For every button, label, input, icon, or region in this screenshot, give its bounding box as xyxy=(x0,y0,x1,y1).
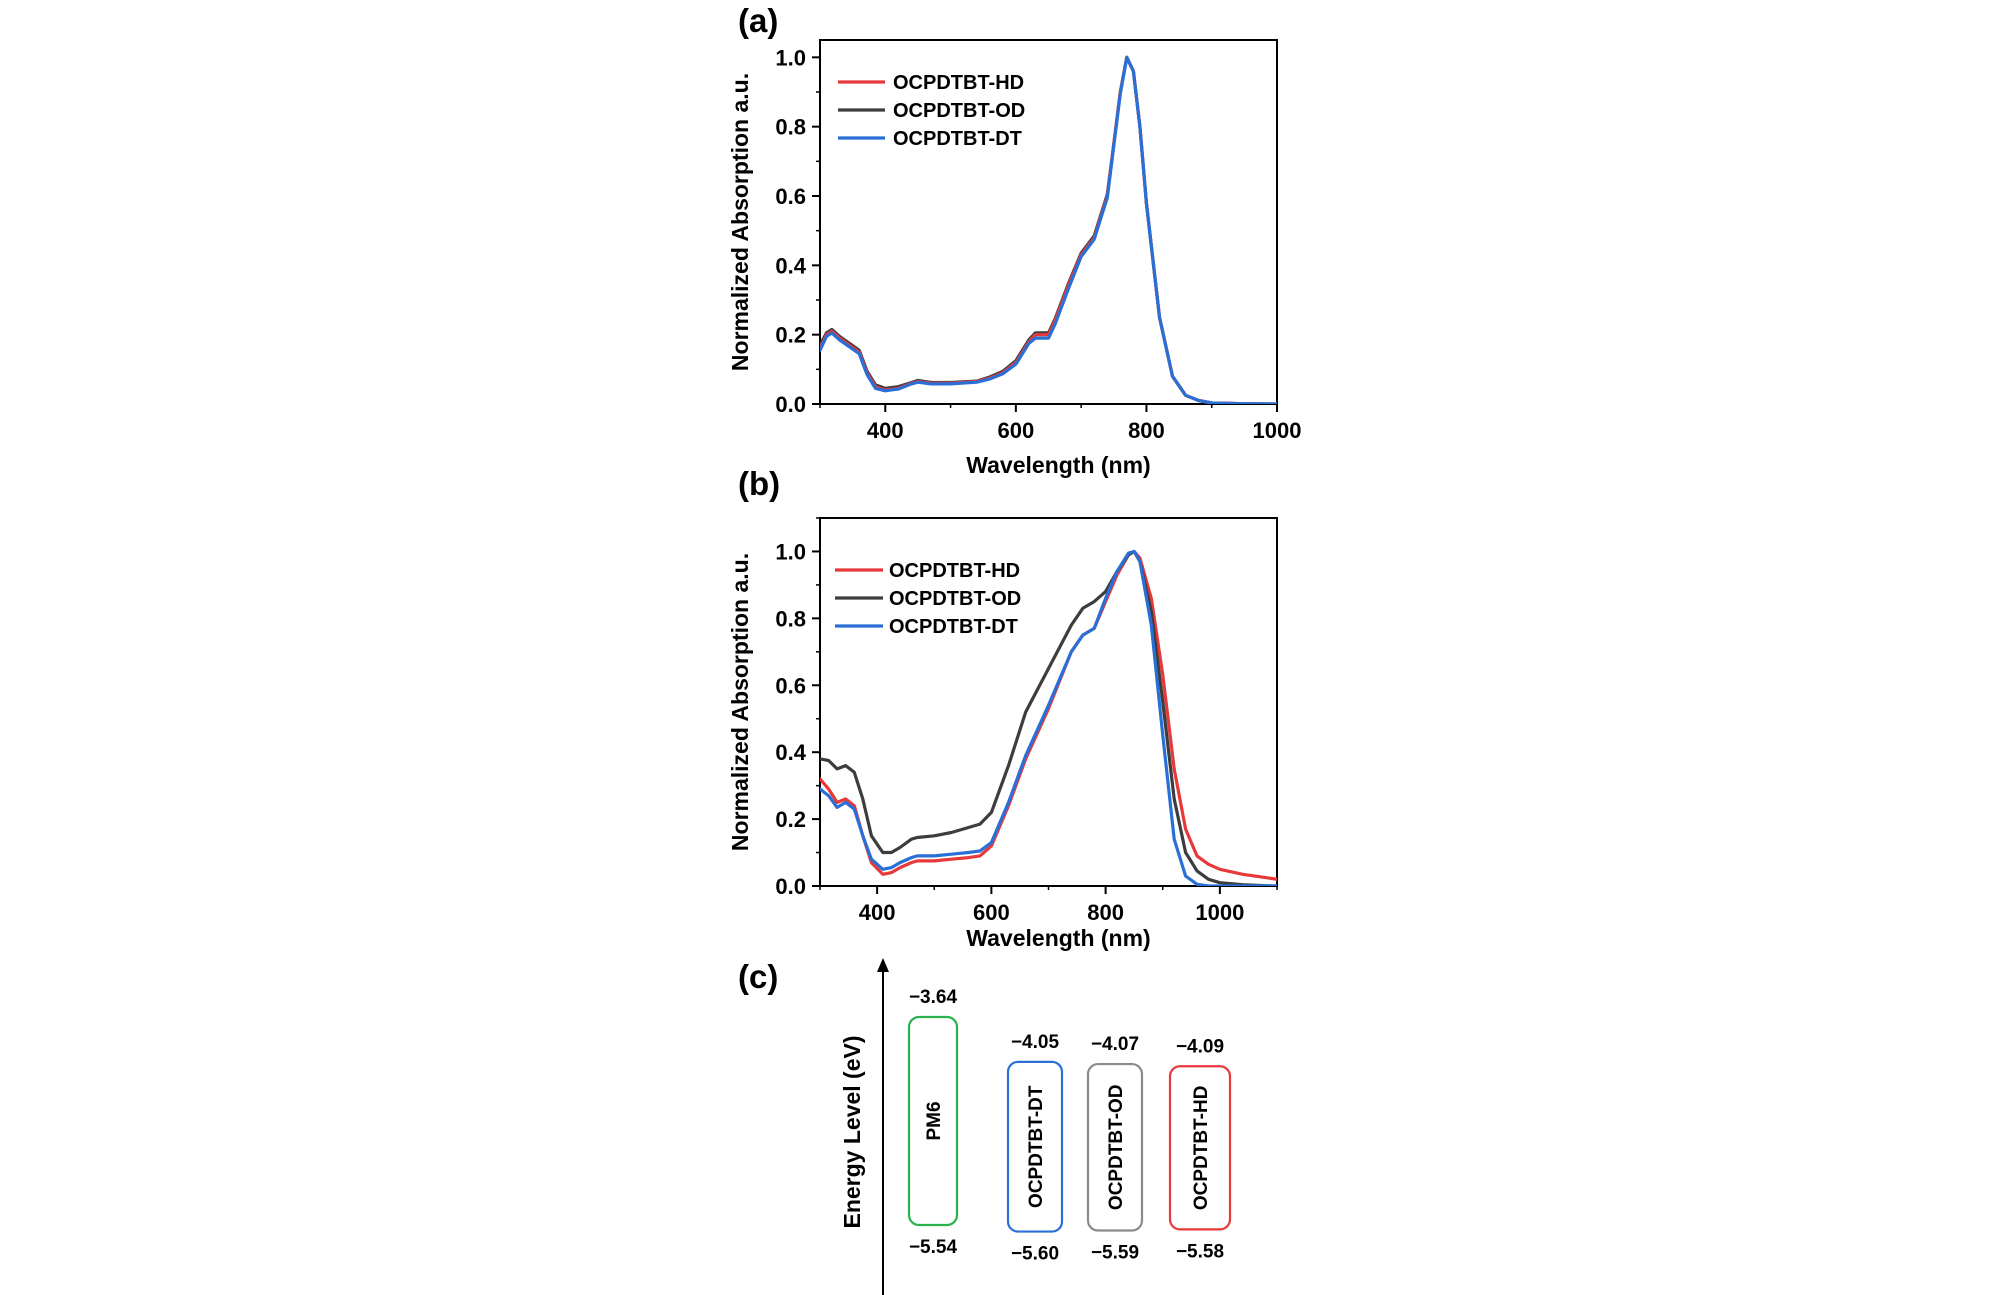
panel-label-c: (c) xyxy=(738,958,778,995)
energy-axis-arrowhead xyxy=(877,958,889,972)
y-tick-label: 1.0 xyxy=(775,539,806,564)
y-tick-label: 0.6 xyxy=(775,184,806,209)
legend-label: OCPDTBT-OD xyxy=(893,100,1025,122)
energy-box-name: OCPDTBT-DT xyxy=(1026,1085,1047,1208)
series-line-ocpdtbt-dt xyxy=(820,549,1277,886)
y-tick-label: 0.8 xyxy=(775,115,806,140)
energy-box-name: OCPDTBT-HD xyxy=(1191,1086,1212,1211)
series-line-ocpdtbt-dt xyxy=(820,55,1277,404)
lumo-value: −3.64 xyxy=(909,987,958,1008)
energy-box-ocpdtbt-hd xyxy=(1168,1065,1232,1231)
x-axis-title: Wavelength (nm) xyxy=(966,925,1150,951)
legend-label: OCPDTBT-HD xyxy=(889,560,1020,582)
y-tick-label: 0.4 xyxy=(775,740,806,765)
y-axis-title: Normalized Absorption a.u. xyxy=(727,553,753,851)
lumo-value: −4.07 xyxy=(1091,1034,1139,1055)
energy-box-name: PM6 xyxy=(924,1101,945,1140)
homo-value: −5.59 xyxy=(1091,1242,1139,1263)
x-axis-title: Wavelength (nm) xyxy=(966,452,1150,478)
series-line-ocpdtbt-od xyxy=(820,55,1277,404)
plot-frame xyxy=(819,39,1278,405)
homo-value: −5.58 xyxy=(1176,1241,1224,1262)
homo-value: −5.54 xyxy=(909,1237,958,1258)
panel-label-a: (a) xyxy=(738,2,778,39)
x-tick-label: 600 xyxy=(997,418,1034,443)
energy-level-diagram: Energy Level (eV) PM6 −3.64 −5.54 OCPDTBT-D… xyxy=(839,958,1232,1295)
homo-value: −5.60 xyxy=(1011,1244,1059,1265)
energy-box-pm6 xyxy=(907,1015,959,1227)
y-tick-label: 0.8 xyxy=(775,606,806,631)
legend-label: OCPDTBT-HD xyxy=(893,72,1024,94)
x-tick-label: 400 xyxy=(859,900,896,925)
y-tick-label: 0.6 xyxy=(775,673,806,698)
y-tick-label: 1.0 xyxy=(775,45,806,70)
x-tick-label: 1000 xyxy=(1253,418,1302,443)
energy-box-name: OCPDTBT-OD xyxy=(1106,1084,1127,1210)
x-tick-label: 1000 xyxy=(1195,900,1244,925)
lumo-value: −4.05 xyxy=(1011,1032,1060,1053)
panel-label-b: (b) xyxy=(738,465,780,502)
lumo-value: −4.09 xyxy=(1176,1036,1224,1057)
legend-label: OCPDTBT-OD xyxy=(889,588,1021,610)
chart-a: 400 600 800 1000 0.0 0.2 0.4 0.6 0.8 1.0 Wavelengt… xyxy=(727,39,1302,478)
legend-label: OCPDTBT-DT xyxy=(893,128,1022,150)
y-tick-label: 0.0 xyxy=(775,874,806,899)
y-tick-label: 0.2 xyxy=(775,807,806,832)
x-tick-label: 800 xyxy=(1128,418,1165,443)
y-axis-title: Normalized Absorption a.u. xyxy=(727,73,753,371)
x-tick-label: 800 xyxy=(1087,900,1124,925)
y-tick-label: 0.2 xyxy=(775,323,806,348)
energy-box-ocpdtbt-dt xyxy=(1006,1060,1064,1233)
x-tick-label: 400 xyxy=(867,418,904,443)
chart-b: 400 600 800 1000 0.0 0.2 0.4 0.6 0.8 1.0 Wavelengt… xyxy=(727,517,1278,951)
series-line-ocpdtbt-hd xyxy=(820,55,1277,404)
y-tick-label: 0.4 xyxy=(775,253,806,278)
legend-label: OCPDTBT-DT xyxy=(889,616,1018,638)
y-tick-label: 0.0 xyxy=(775,392,806,417)
energy-box-ocpdtbt-od xyxy=(1086,1062,1144,1232)
energy-axis-label: Energy Level (eV) xyxy=(839,1035,865,1228)
series-line-ocpdtbt-od xyxy=(820,549,1277,886)
x-tick-label: 600 xyxy=(973,900,1010,925)
